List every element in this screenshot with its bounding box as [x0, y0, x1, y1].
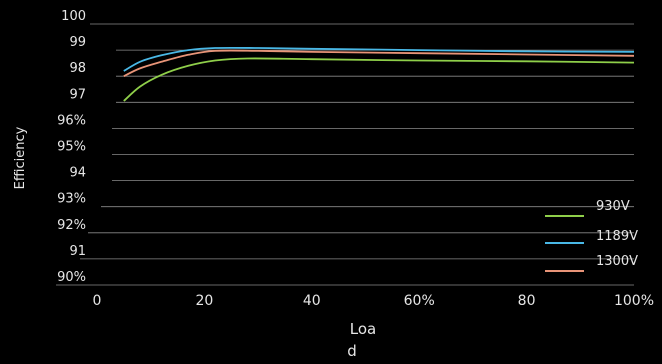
legend-label: 1189V	[596, 229, 638, 244]
x-tick-label: 60%	[404, 293, 435, 309]
y-axis-label: Efficiency	[13, 126, 28, 189]
y-tick-label: 94	[69, 166, 86, 181]
x-tick-label: 80	[518, 293, 536, 309]
series-lines	[123, 46, 635, 102]
x-axis-label-line-2: d	[347, 342, 357, 360]
series-line	[123, 46, 635, 72]
x-tick-label: 20	[195, 293, 213, 309]
y-tick-label: 90%	[57, 270, 86, 285]
y-tick-label: 98	[69, 61, 86, 76]
legend-label: 930V	[596, 199, 630, 214]
x-axis-label-line-1: Loa	[350, 320, 376, 338]
x-tick-label: 100%	[614, 293, 654, 309]
y-tick-label: 96%	[57, 113, 86, 128]
x-tick-labels: 0 20 40 60% 80 100%	[93, 293, 654, 309]
y-tick-label: 100	[61, 9, 86, 24]
series-line	[123, 49, 635, 78]
legend-label: 1300V	[596, 254, 638, 269]
y-tick-label: 93%	[57, 192, 86, 207]
y-tick-label: 92%	[57, 218, 86, 233]
x-tick-label: 0	[93, 293, 102, 309]
x-tick-label: 40	[303, 293, 321, 309]
y-tick-label: 91	[69, 244, 86, 259]
y-tick-label: 95%	[57, 140, 86, 155]
y-tick-labels: 90% 91 92% 93% 94 95% 96% 97 98 99 100	[57, 9, 86, 285]
legend: 930V 1189V 1300V	[545, 199, 638, 272]
y-tick-label: 97	[69, 87, 86, 102]
series-line	[123, 57, 635, 102]
y-tick-label: 99	[69, 35, 86, 50]
grid-lines	[56, 23, 634, 286]
